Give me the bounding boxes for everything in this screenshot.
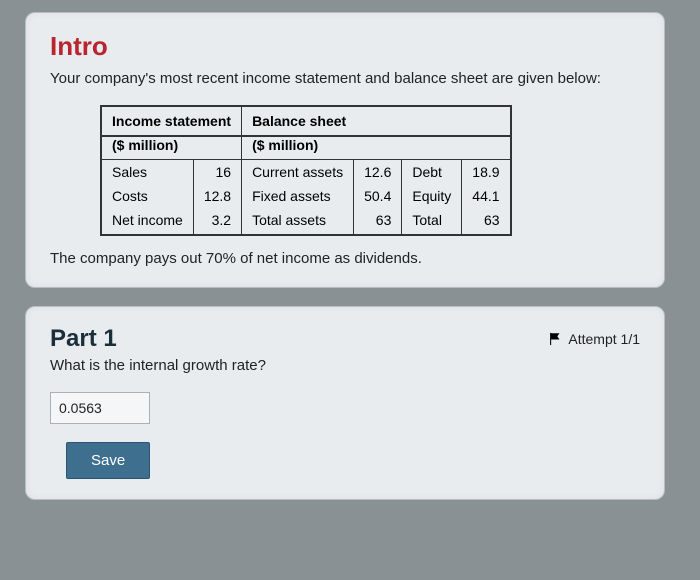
- table-row: Net income 3.2 Total assets 63 Total 63: [101, 208, 511, 235]
- save-button[interactable]: Save: [66, 442, 150, 479]
- cell-value: 16: [193, 159, 241, 184]
- cell-label: Total: [402, 208, 462, 235]
- answer-input[interactable]: [50, 392, 150, 424]
- financial-table-wrap: Income statement Balance sheet ($ millio…: [100, 105, 640, 236]
- intro-panel: Intro Your company's most recent income …: [25, 12, 665, 288]
- cell-label: Costs: [101, 184, 193, 208]
- cell-label: Total assets: [242, 208, 354, 235]
- cell-value: 63: [354, 208, 402, 235]
- intro-note: The company pays out 70% of net income a…: [50, 250, 640, 267]
- income-header: Income statement: [101, 106, 242, 136]
- cell-value: 12.8: [193, 184, 241, 208]
- flag-icon: [548, 332, 562, 346]
- cell-label: Fixed assets: [242, 184, 354, 208]
- cell-value: 18.9: [462, 159, 511, 184]
- attempt-indicator: Attempt 1/1: [548, 331, 640, 347]
- cell-value: 44.1: [462, 184, 511, 208]
- cell-value: 3.2: [193, 208, 241, 235]
- cell-value: 12.6: [354, 159, 402, 184]
- intro-title: Intro: [50, 31, 640, 62]
- table-row: Costs 12.8 Fixed assets 50.4 Equity 44.1: [101, 184, 511, 208]
- balance-header: Balance sheet: [242, 106, 511, 136]
- part1-title: Part 1: [50, 325, 266, 353]
- cell-label: Sales: [101, 159, 193, 184]
- cell-value: 63: [462, 208, 511, 235]
- attempt-label: Attempt 1/1: [568, 331, 640, 347]
- intro-description: Your company's most recent income statem…: [50, 68, 640, 91]
- cell-label: Debt: [402, 159, 462, 184]
- income-subheader: ($ million): [101, 136, 242, 160]
- cell-value: 50.4: [354, 184, 402, 208]
- part1-question: What is the internal growth rate?: [50, 357, 266, 374]
- cell-label: Equity: [402, 184, 462, 208]
- cell-label: Current assets: [242, 159, 354, 184]
- table-row: Sales 16 Current assets 12.6 Debt 18.9: [101, 159, 511, 184]
- cell-label: Net income: [101, 208, 193, 235]
- part1-panel: Part 1 What is the internal growth rate?…: [25, 306, 665, 500]
- balance-subheader: ($ million): [242, 136, 511, 160]
- part1-header-row: Part 1 What is the internal growth rate?…: [50, 325, 640, 392]
- financial-table: Income statement Balance sheet ($ millio…: [100, 105, 512, 236]
